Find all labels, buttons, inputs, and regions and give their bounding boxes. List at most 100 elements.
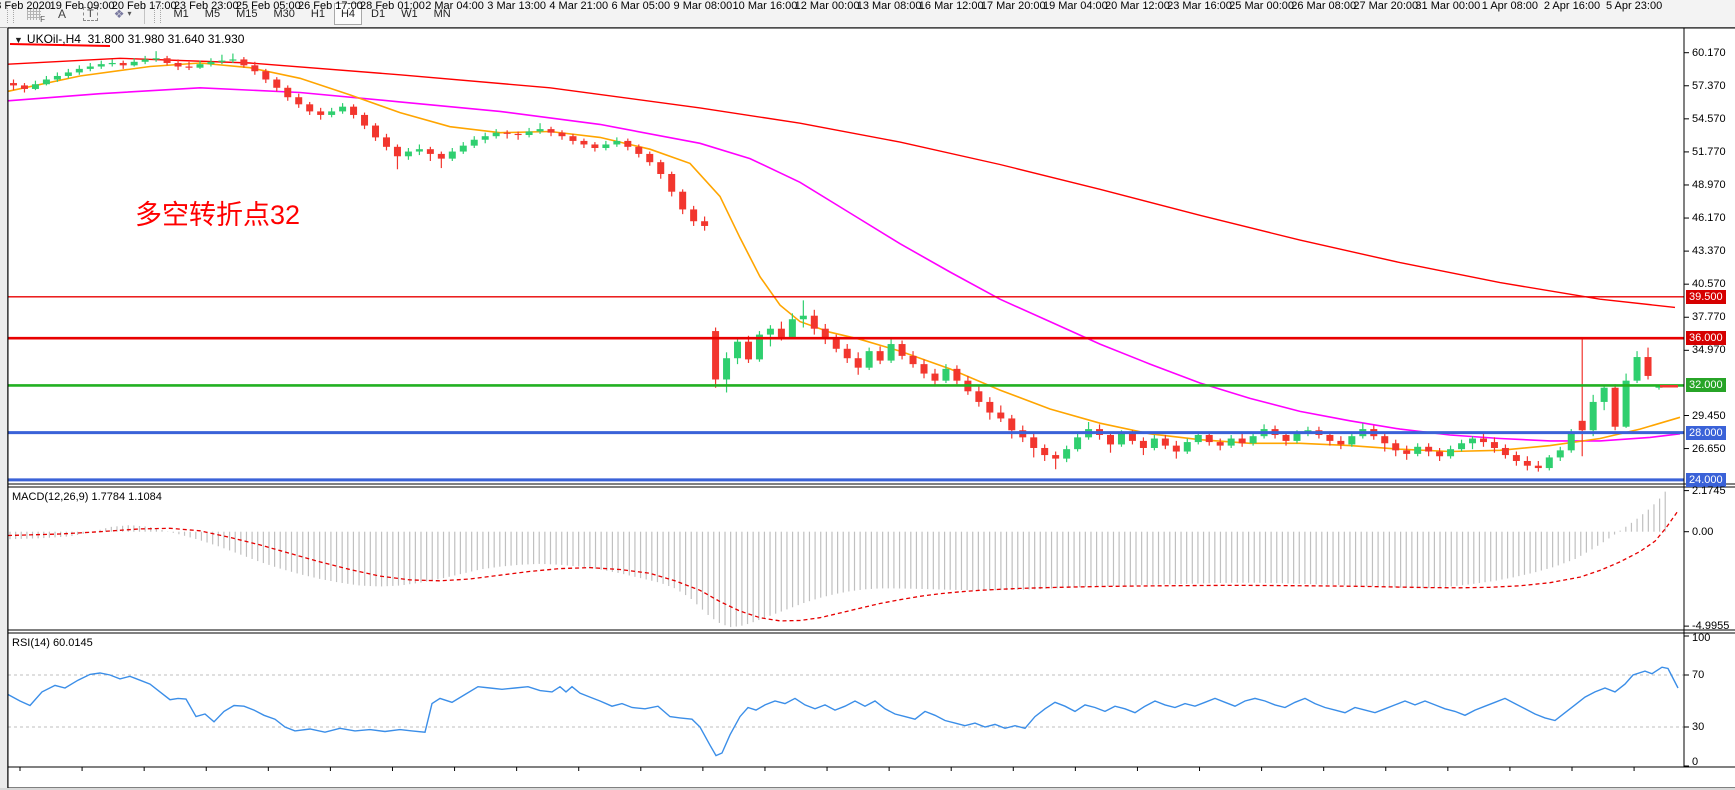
candle-body: [1052, 455, 1060, 459]
time-label-22: 27 Mar 20:00: [1353, 0, 1419, 12]
candle-body: [1107, 434, 1114, 445]
time-label-21: 26 Mar 08:00: [1291, 0, 1357, 12]
symbol-dropdown-icon[interactable]: ▼: [14, 35, 23, 45]
rsi-axis-70: 70: [1692, 669, 1705, 681]
candle-body: [393, 146, 401, 157]
candle-body: [53, 75, 61, 80]
candle-body: [1139, 440, 1147, 448]
timeframe-H4[interactable]: H4: [333, 2, 363, 25]
candle-body: [843, 348, 851, 359]
candle-body: [624, 140, 632, 147]
candle-body: [701, 221, 709, 226]
toolbar-drag-handle-2[interactable]: [153, 4, 161, 23]
candle-body: [865, 351, 873, 368]
time-label-4: 25 Feb 05:00: [235, 0, 301, 12]
macd-axis--4.9955: -4.9955: [1692, 620, 1730, 633]
font-button[interactable]: A: [50, 3, 74, 25]
candle-body: [218, 60, 226, 62]
candle-body: [679, 191, 687, 210]
candle-body: [1381, 436, 1389, 444]
candle-body: [1403, 450, 1411, 454]
candle-body: [909, 355, 917, 365]
time-label-18: 20 Mar 12:00: [1105, 0, 1170, 12]
price-label-29.450: 29.450: [1692, 409, 1726, 422]
macd-label: MACD(12,26,9) 1.7784 1.1084: [12, 491, 162, 503]
price-label-43.370: 43.370: [1692, 245, 1726, 258]
candle-body: [876, 351, 884, 361]
macd-axis-0.00: 0.00: [1692, 525, 1714, 538]
timeframe-group: M1 M5 M15 M30 H1 H4 D1 W1 MN: [166, 2, 459, 25]
candle-body: [1414, 446, 1422, 454]
candle-body: [975, 391, 983, 402]
indicators-button[interactable]: F: [20, 3, 48, 25]
candle-body: [1392, 443, 1400, 451]
timeframe-W1[interactable]: W1: [394, 3, 425, 25]
price-badge-39.500: 39.500: [1686, 289, 1726, 304]
candle-body: [328, 111, 336, 115]
symbol-period-label: UKOil-,H4: [26, 32, 81, 46]
arrows-tool-button[interactable]: ❖ ▾: [107, 3, 139, 25]
timeframe-M1[interactable]: M1: [167, 3, 196, 25]
candle-body: [514, 133, 522, 136]
text-label-button[interactable]: T: [76, 3, 105, 25]
candle-body: [777, 328, 785, 337]
timeframe-M30[interactable]: M30: [266, 3, 301, 25]
candle-body: [723, 358, 731, 380]
timeframe-H1[interactable]: H1: [304, 3, 332, 25]
candle-body: [1655, 386, 1663, 388]
time-label-0: 18 Feb 2020: [0, 0, 51, 12]
time-label-13: 12 Mar 00:00: [794, 0, 860, 12]
candle-body: [1644, 357, 1652, 376]
candle-body: [481, 136, 489, 140]
time-label-20: 25 Mar 00:00: [1229, 0, 1295, 12]
candle-body: [1545, 457, 1553, 469]
candle-body: [130, 61, 138, 66]
candle-body: [152, 58, 160, 60]
arrows-icon: ❖: [113, 6, 125, 21]
time-label-6: 28 Feb 01:00: [360, 0, 425, 12]
candle-body: [953, 368, 961, 381]
candle-body: [657, 162, 665, 174]
candle-body: [1458, 443, 1466, 450]
toolbar-drag-handle[interactable]: [7, 4, 14, 23]
candle-body: [339, 106, 347, 112]
timeframe-D1[interactable]: D1: [364, 3, 392, 25]
candle-body: [20, 85, 28, 89]
candle-body: [404, 151, 412, 157]
candle-body: [1348, 436, 1356, 445]
price-badge-36.000: 36.000: [1686, 331, 1726, 346]
timeframe-M15[interactable]: M15: [229, 3, 264, 25]
candle-body: [591, 144, 599, 149]
candle-body: [1194, 434, 1202, 443]
candle-body: [141, 59, 149, 62]
candle-body: [788, 319, 796, 337]
time-label-26: 5 Apr 23:00: [1605, 0, 1663, 12]
candle-body: [75, 68, 83, 73]
price-label-37.770: 37.770: [1692, 311, 1726, 324]
price-label-51.770: 51.770: [1692, 145, 1726, 158]
candle-body: [569, 136, 577, 141]
candle-body: [1622, 380, 1630, 427]
candle-body: [986, 401, 994, 413]
candle-body: [997, 412, 1005, 419]
time-label-9: 4 Mar 21:00: [549, 0, 609, 12]
price-label-60.170: 60.170: [1692, 46, 1726, 59]
candle-body: [262, 71, 270, 80]
timeframe-MN[interactable]: MN: [427, 3, 458, 25]
time-label-8: 3 Mar 13:00: [487, 0, 546, 12]
candle-body: [799, 315, 807, 320]
time-label-17: 19 Mar 04:00: [1042, 0, 1108, 12]
chart-annotation-text[interactable]: 多空转折点32: [135, 200, 301, 230]
candle-body: [1326, 434, 1334, 441]
candle-body: [492, 132, 500, 137]
timeframe-M5[interactable]: M5: [198, 3, 227, 25]
candle-body: [361, 114, 369, 126]
candle-body: [1282, 434, 1290, 441]
candle-body: [1436, 451, 1444, 457]
candle-body: [536, 129, 544, 132]
candle-body: [273, 79, 281, 88]
time-label-23: 31 Mar 00:00: [1415, 0, 1481, 12]
ma-mid-magenta: [7, 86, 1681, 442]
candle-body: [448, 151, 456, 159]
